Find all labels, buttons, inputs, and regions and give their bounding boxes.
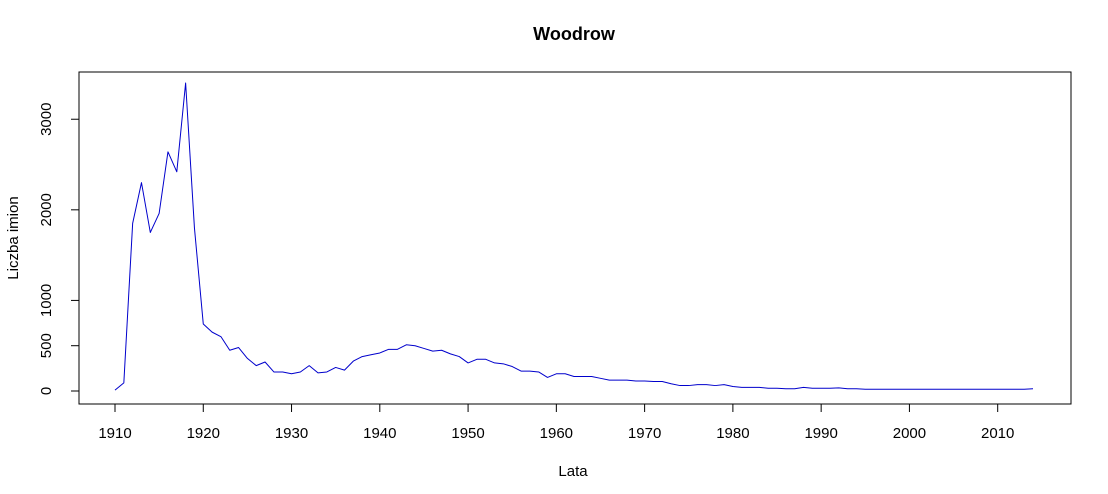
y-axis-label: Liczba imion	[5, 196, 22, 279]
x-tick-label: 1970	[628, 425, 661, 442]
y-tick-label: 500	[38, 333, 55, 358]
x-tick-label: 1910	[98, 425, 131, 442]
chart-title: Woodrow	[533, 24, 616, 44]
plot-area-box	[78, 71, 1072, 405]
y-tick-label: 1000	[38, 284, 55, 317]
series-layer	[114, 82, 1034, 391]
x-tick-label: 1960	[540, 425, 573, 442]
series-line	[114, 82, 1034, 391]
x-tick-label: 1940	[363, 425, 396, 442]
x-tick-label: 1930	[275, 425, 308, 442]
x-tick-label: 2010	[981, 425, 1014, 442]
x-tick-label: 1920	[187, 425, 220, 442]
y-tick-label: 2000	[38, 193, 55, 226]
y-tick-label: 0	[38, 387, 55, 395]
x-tick-label: 1950	[451, 425, 484, 442]
x-tick-label: 1980	[716, 425, 749, 442]
x-axis: 1910 1920 1930 1940 1950 1960 1970 1980 1990 2000…	[98, 403, 1014, 442]
x-tick-label: 1990	[804, 425, 837, 442]
y-axis: 0 500 1000 2000 3000	[38, 103, 80, 395]
x-axis-label: Lata	[558, 463, 588, 480]
x-tick-label: 2000	[893, 425, 926, 442]
y-tick-label: 3000	[38, 103, 55, 136]
